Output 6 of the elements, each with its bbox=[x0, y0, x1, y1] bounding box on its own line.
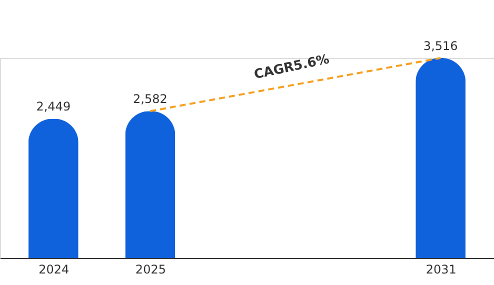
data-label: 3,516 bbox=[423, 39, 458, 53]
x-tick-label: 2031 bbox=[426, 262, 456, 276]
data-label: 2,449 bbox=[36, 100, 71, 114]
x-tick-label: 2025 bbox=[135, 262, 166, 276]
x-tick-label: 2024 bbox=[38, 262, 70, 276]
data-label: 2,582 bbox=[133, 92, 168, 106]
